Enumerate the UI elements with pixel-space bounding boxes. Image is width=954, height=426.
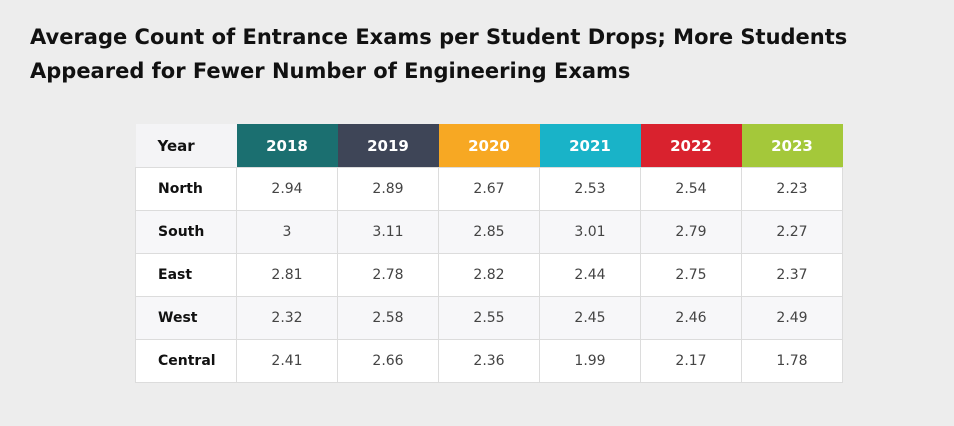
table-row: North 2.94 2.89 2.67 2.53 2.54 2.23: [135, 167, 843, 211]
table-cell: 2.55: [438, 296, 540, 340]
table-cell: 2.78: [337, 253, 439, 297]
table-cell: 2.54: [640, 167, 742, 211]
table-cell: 1.78: [741, 339, 843, 383]
table-cell: 2.53: [539, 167, 641, 211]
table-cell: 2.67: [438, 167, 540, 211]
table-cell: 2.41: [236, 339, 338, 383]
table-cell: 2.85: [438, 210, 540, 254]
region-label: South: [135, 210, 237, 254]
table-cell: 3.11: [337, 210, 439, 254]
table-cell: 2.27: [741, 210, 843, 254]
table-cell: 2.81: [236, 253, 338, 297]
table-row: West 2.32 2.58 2.55 2.45 2.46 2.49: [135, 296, 843, 340]
year-header: 2020: [438, 124, 540, 168]
table-cell: 2.89: [337, 167, 439, 211]
data-table: Year 2018 2019 2020 2021 2022 2023 North 2.94 2.…: [135, 124, 843, 383]
table-cell: 2.46: [640, 296, 742, 340]
region-label: West: [135, 296, 237, 340]
region-label: East: [135, 253, 237, 297]
table-cell: 1.99: [539, 339, 641, 383]
table-cell: 2.17: [640, 339, 742, 383]
year-header: 2019: [337, 124, 439, 168]
table-cell: 2.75: [640, 253, 742, 297]
title: Average Count of Entrance Exams per Stud…: [30, 25, 848, 83]
table-cell: 2.23: [741, 167, 843, 211]
table-cell: 2.37: [741, 253, 843, 297]
header-row: Year 2018 2019 2020 2021 2022 2023: [135, 124, 843, 168]
table-cell: 2.32: [236, 296, 338, 340]
table-body: North 2.94 2.89 2.67 2.53 2.54 2.23 South 3 3.11 2…: [135, 167, 843, 383]
table-cell: 2.49: [741, 296, 843, 340]
table-cell: 2.44: [539, 253, 641, 297]
table-row: East 2.81 2.78 2.82 2.44 2.75 2.37: [135, 253, 843, 297]
year-header: 2021: [539, 124, 641, 168]
table-cell: 2.36: [438, 339, 540, 383]
table-cell: 2.79: [640, 210, 742, 254]
region-label: Central: [135, 339, 237, 383]
region-label: North: [135, 167, 237, 211]
table-cell: 2.58: [337, 296, 439, 340]
column-header: Year: [135, 124, 237, 168]
table-cell: 3: [236, 210, 338, 254]
table-row: Central 2.41 2.66 2.36 1.99 2.17 1.78: [135, 339, 843, 383]
table-cell: 2.45: [539, 296, 641, 340]
table-cell: 2.66: [337, 339, 439, 383]
year-header: 2018: [236, 124, 338, 168]
year-header: 2023: [741, 124, 843, 168]
table-row: South 3 3.11 2.85 3.01 2.79 2.27: [135, 210, 843, 254]
year-header: 2022: [640, 124, 742, 168]
table-cell: 3.01: [539, 210, 641, 254]
table-cell: 2.94: [236, 167, 338, 211]
table-cell: 2.82: [438, 253, 540, 297]
